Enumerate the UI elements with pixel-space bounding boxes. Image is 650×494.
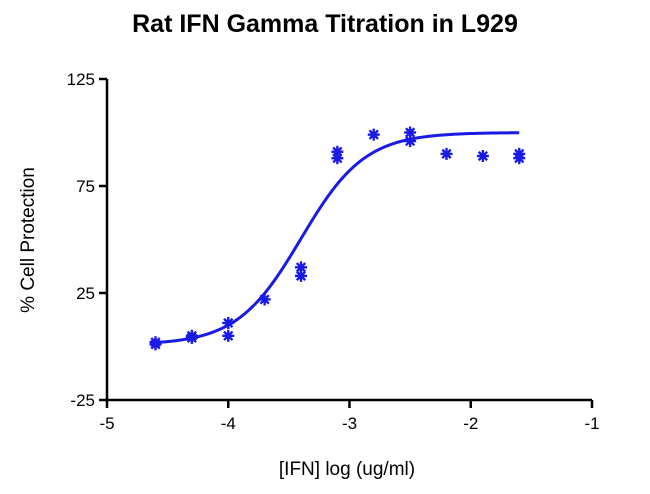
axes: -25 25 75 125 -5 -4 -3 -2 -1 (67, 70, 600, 433)
x-axis-title: [IFN] log (ug/ml) (279, 459, 415, 480)
x-tick-label: -3 (342, 414, 357, 433)
data-points (149, 126, 526, 351)
data-point (367, 128, 380, 141)
fit-curve-layer (155, 131, 520, 345)
fit-curve (155, 131, 520, 345)
chart-title: Rat IFN Gamma Titration in L929 (132, 10, 518, 38)
data-point (258, 293, 271, 306)
y-tick-label: 75 (76, 177, 95, 196)
x-tick-label: -1 (584, 414, 599, 433)
data-point (222, 329, 235, 342)
data-point (476, 150, 489, 163)
data-point (185, 331, 198, 344)
x-tick-label: -2 (463, 414, 478, 433)
y-tick-label: 25 (76, 284, 95, 303)
y-tick-label: 125 (67, 70, 95, 89)
x-tick-label: -5 (99, 414, 114, 433)
data-point (440, 147, 453, 160)
data-point (295, 269, 307, 282)
data-point (149, 338, 162, 351)
data-point (404, 135, 417, 148)
x-tick-label: -4 (221, 414, 236, 433)
data-point (513, 152, 526, 165)
data-point (222, 316, 235, 329)
y-axis-title: % Cell Protection (18, 167, 39, 313)
y-tick-label: -25 (70, 391, 95, 410)
data-point (404, 126, 417, 139)
data-point (331, 152, 344, 165)
